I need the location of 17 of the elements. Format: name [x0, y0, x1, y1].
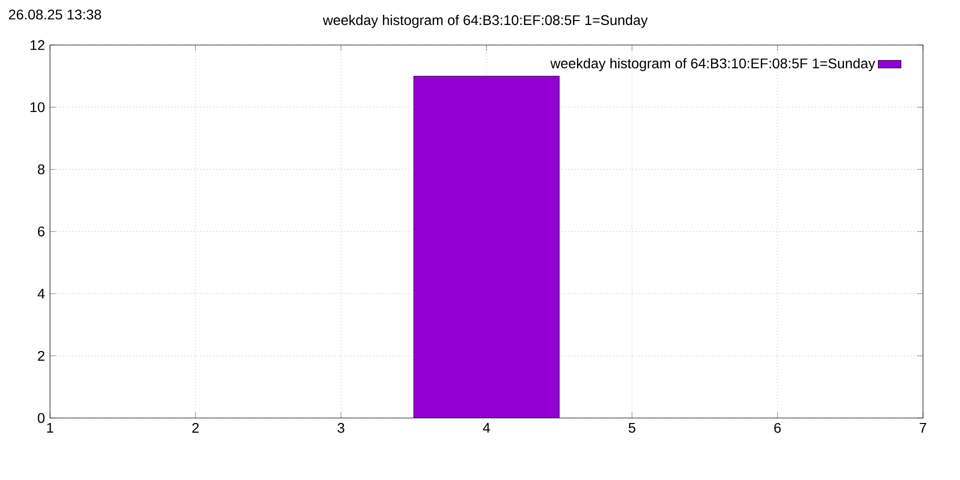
- x-tick-label: 1: [47, 422, 54, 433]
- y-tick-label: 4: [38, 288, 45, 298]
- x-tick-label: 3: [338, 422, 344, 433]
- x-tick-label: 2: [192, 422, 199, 433]
- y-tick-label: 0: [38, 413, 45, 423]
- y-tick-label: 8: [38, 164, 44, 174]
- y-tick-label: 6: [38, 226, 44, 236]
- y-tick-label: 2: [38, 350, 44, 361]
- x-tick-label: 7: [920, 422, 926, 433]
- legend-label: weekday histogram of 64:B3:10:EF:08:5F 1=Sunday: [550, 58, 876, 72]
- x-tick-label: 5: [628, 422, 636, 433]
- x-tick-label: 6: [774, 422, 781, 433]
- x-tick-label: 4: [482, 422, 490, 433]
- y-tick-label: 10: [30, 102, 45, 112]
- text: 26.08.25 13:38: [8, 10, 102, 20]
- y-tick-label: 12: [30, 40, 44, 50]
- chart-title: weekday histogram of 64:B3:10:EF:08:5F 1=Sunday: [322, 14, 648, 28]
